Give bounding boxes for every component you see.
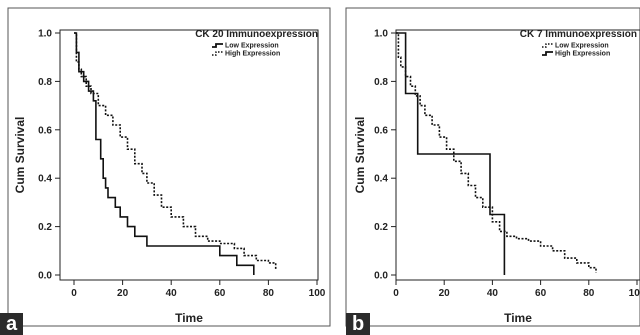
chart-a-xtick-label: 0 <box>71 288 77 299</box>
chart-a-frame <box>8 8 330 326</box>
chart-b-ytick-label: 0.6 <box>374 125 388 136</box>
chart-b-ytick-label: 1.0 <box>374 29 388 40</box>
chart-a-xtick-label: 80 <box>263 288 275 299</box>
chart-a-ytick-label: 0.6 <box>38 125 52 136</box>
chart-a-ytick-label: 0.8 <box>38 77 52 88</box>
chart-b-x-axis-label: Time <box>504 311 532 325</box>
panel-label-b: b <box>346 313 370 335</box>
chart-b-series-2-curve <box>396 33 504 275</box>
chart-b-ytick-label: 0.0 <box>374 271 388 282</box>
chart-b-xtick-label: 80 <box>583 288 595 299</box>
chart-a-y-axis-label: Cum Survival <box>13 117 27 194</box>
chart-b-xtick-label: 0 <box>393 288 399 299</box>
chart-a-series-1-curve <box>74 33 254 275</box>
chart-b-xtick-label: 100 <box>629 288 640 299</box>
chart-b-xtick-label: 20 <box>439 288 451 299</box>
chart-a-ytick-label: 0.0 <box>38 271 52 282</box>
chart-a-plot-area <box>60 30 318 280</box>
chart-a-xtick-label: 100 <box>309 288 326 299</box>
chart-b-xtick-label: 40 <box>487 288 499 299</box>
chart-b-xtick-label: 60 <box>535 288 547 299</box>
chart-b-legend-swatch-1 <box>542 44 553 47</box>
chart-b-ytick-label: 0.8 <box>374 77 388 88</box>
chart-b-ytick-label: 0.4 <box>374 174 388 185</box>
chart-b-ytick-label: 0.2 <box>374 222 388 233</box>
chart-a-ytick-label: 1.0 <box>38 29 52 40</box>
chart-a-legend-label-1: Low Expression <box>225 43 279 50</box>
chart-b-y-axis-label: Cum Survival <box>353 117 367 194</box>
chart-a-legend-swatch-2 <box>212 52 223 55</box>
chart-b-legend-label-2: High Expression <box>555 51 610 58</box>
chart-a-xtick-label: 20 <box>117 288 129 299</box>
chart-b-legend-label-1: Low Expression <box>555 43 609 50</box>
chart-a-xtick-label: 60 <box>214 288 226 299</box>
chart-a-x-axis-label: Time <box>175 311 203 325</box>
chart-a-ytick-label: 0.2 <box>38 222 52 233</box>
chart-a-ytick-label: 0.4 <box>38 174 52 185</box>
panel-label-a: a <box>0 313 23 335</box>
chart-a-legend-label-2: High Expression <box>225 51 280 58</box>
chart-a-legend-swatch-1 <box>212 44 223 47</box>
chart-b-series-1-curve <box>396 33 596 273</box>
chart-a-xtick-label: 40 <box>166 288 178 299</box>
chart-a-series-2-curve <box>74 33 276 270</box>
chart-a-title: CK 20 Immunoexpression <box>195 29 318 40</box>
chart-b-title: CK 7 Immunoexpression <box>520 29 637 40</box>
chart-b-legend-swatch-2 <box>542 52 553 55</box>
chart-b-plot-area <box>396 30 640 280</box>
